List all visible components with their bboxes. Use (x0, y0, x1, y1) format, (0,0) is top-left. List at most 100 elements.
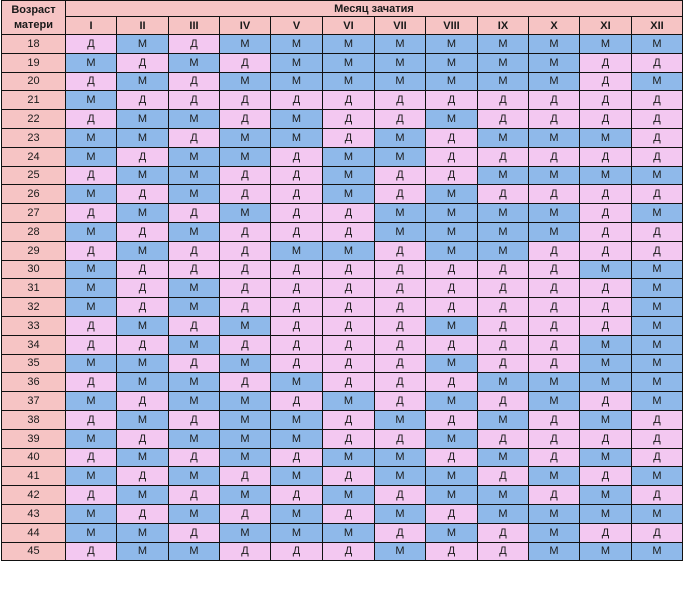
girl-cell: Д (477, 334, 529, 355)
mother-age-cell: 20 (1, 71, 66, 92)
conception-chart-table: Возраст матери Месяц зачатия I II III IV V VI… (1, 0, 683, 562)
boy-cell: М (528, 522, 580, 543)
girl-cell: Д (322, 466, 375, 487)
girl-cell: Д (219, 278, 271, 299)
girl-cell: Д (219, 372, 271, 393)
mother-age-cell: 33 (1, 315, 66, 336)
girl-cell: Д (322, 203, 375, 223)
month-header-4: IV (219, 16, 271, 35)
month-header-8: VIII (425, 16, 478, 35)
boy-cell: М (270, 127, 323, 148)
girl-cell: Д (219, 52, 271, 73)
girl-cell: Д (374, 259, 426, 280)
boy-cell: М (528, 203, 580, 223)
girl-cell: Д (270, 541, 323, 562)
girl-cell: Д (631, 221, 683, 242)
mother-age-cell: 21 (1, 90, 66, 111)
girl-cell: Д (168, 240, 220, 261)
girl-cell: Д (528, 485, 580, 505)
girl-cell: Д (116, 146, 169, 167)
girl-cell: Д (322, 353, 375, 374)
girl-cell: Д (219, 541, 271, 562)
boy-cell: М (219, 34, 271, 54)
mother-age-cell: 18 (1, 34, 66, 54)
boy-cell: М (631, 259, 683, 280)
table-row: 33 Д М Д М Д Д Д М Д Д Д М (1, 315, 683, 336)
mother-age-cell: 45 (1, 541, 66, 562)
boy-cell: М (219, 391, 271, 411)
girl-cell: Д (374, 485, 426, 505)
girl-cell: Д (168, 522, 220, 543)
girl-cell: Д (270, 447, 323, 468)
boy-cell: М (579, 503, 632, 524)
girl-cell: Д (322, 109, 375, 129)
girl-cell: Д (374, 353, 426, 374)
boy-cell: М (477, 71, 529, 92)
boy-cell: М (116, 372, 169, 393)
girl-cell: Д (322, 503, 375, 524)
girl-cell: Д (477, 466, 529, 487)
boy-cell: М (168, 184, 220, 205)
girl-cell: Д (477, 315, 529, 336)
month-header-7: VII (374, 16, 426, 35)
boy-cell: М (322, 165, 375, 186)
girl-cell: Д (322, 297, 375, 317)
mother-age-cell: 44 (1, 522, 66, 543)
girl-cell: Д (425, 334, 478, 355)
boy-cell: М (116, 71, 169, 92)
table-row: 45 Д М М Д Д Д М Д Д М М М (1, 541, 683, 562)
boy-cell: М (374, 146, 426, 167)
boy-cell: М (116, 409, 169, 430)
month-header-row: I II III IV V VI VII VIII IX X XI XII (2, 16, 683, 35)
boy-cell: М (219, 315, 271, 336)
mother-age-cell: 43 (1, 503, 66, 524)
boy-cell: М (168, 503, 220, 524)
month-header-12: XII (631, 16, 683, 35)
boy-cell: М (477, 240, 529, 261)
girl-cell: Д (579, 109, 632, 129)
girl-cell: Д (579, 71, 632, 92)
boy-cell: М (270, 34, 323, 54)
girl-cell: Д (631, 109, 683, 129)
boy-cell: М (270, 372, 323, 393)
boy-cell: М (631, 297, 683, 317)
mother-age-cell: 27 (1, 203, 66, 223)
boy-cell: М (528, 71, 580, 92)
table-row: 44 М М Д М М М Д М Д М Д Д (1, 522, 683, 543)
boy-cell: М (631, 34, 683, 54)
boy-cell: М (270, 522, 323, 543)
girl-cell: Д (374, 165, 426, 186)
girl-cell: Д (374, 240, 426, 261)
girl-cell: Д (65, 485, 117, 505)
girl-cell: Д (116, 391, 169, 411)
girl-cell: Д (219, 297, 271, 317)
girl-cell: Д (528, 146, 580, 167)
girl-cell: Д (374, 90, 426, 111)
boy-cell: М (65, 221, 117, 242)
mother-age-cell: 32 (1, 297, 66, 317)
boy-cell: М (579, 259, 632, 280)
girl-cell: Д (322, 372, 375, 393)
girl-cell: Д (477, 146, 529, 167)
girl-cell: Д (477, 541, 529, 562)
boy-cell: М (116, 485, 169, 505)
table-row: 29 Д М Д Д М М Д М М Д Д Д (1, 240, 683, 261)
boy-cell: М (219, 353, 271, 374)
girl-cell: Д (270, 485, 323, 505)
girl-cell: Д (579, 221, 632, 242)
girl-cell: Д (116, 259, 169, 280)
girl-cell: Д (528, 278, 580, 299)
boy-cell: М (528, 503, 580, 524)
mother-age-cell: 22 (1, 109, 66, 129)
boy-cell: М (322, 485, 375, 505)
table-row: 26 М Д М Д Д М Д М Д Д Д Д (1, 184, 683, 205)
boy-cell: М (631, 334, 683, 355)
boy-cell: М (168, 221, 220, 242)
girl-cell: Д (270, 221, 323, 242)
month-group-header: Месяц зачатия (65, 0, 683, 17)
boy-cell: М (631, 203, 683, 223)
boy-cell: М (168, 466, 220, 487)
girl-cell: Д (374, 315, 426, 336)
girl-cell: Д (579, 428, 632, 449)
girl-cell: Д (219, 240, 271, 261)
